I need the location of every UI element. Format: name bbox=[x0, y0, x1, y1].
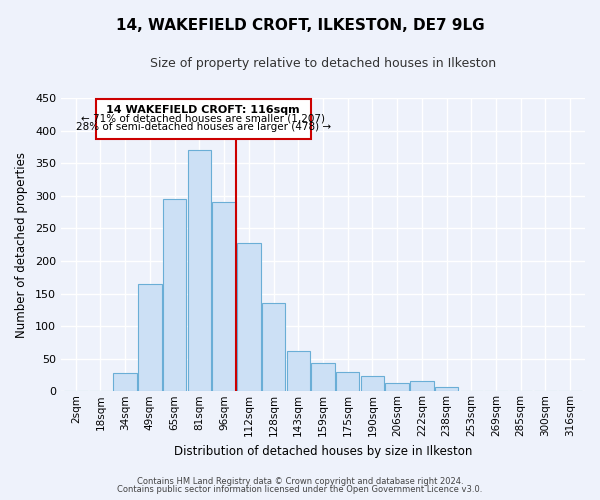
Text: Contains public sector information licensed under the Open Government Licence v3: Contains public sector information licen… bbox=[118, 484, 482, 494]
Bar bbox=[113, 373, 137, 392]
Bar bbox=[287, 351, 310, 392]
Bar bbox=[410, 382, 434, 392]
Bar bbox=[262, 304, 285, 392]
Bar bbox=[435, 386, 458, 392]
Bar bbox=[361, 376, 384, 392]
Text: ← 71% of detached houses are smaller (1,207): ← 71% of detached houses are smaller (1,… bbox=[81, 114, 325, 124]
X-axis label: Distribution of detached houses by size in Ilkeston: Distribution of detached houses by size … bbox=[174, 444, 472, 458]
Text: 14, WAKEFIELD CROFT, ILKESTON, DE7 9LG: 14, WAKEFIELD CROFT, ILKESTON, DE7 9LG bbox=[116, 18, 484, 32]
Y-axis label: Number of detached properties: Number of detached properties bbox=[15, 152, 28, 338]
Bar bbox=[311, 363, 335, 392]
Bar bbox=[188, 150, 211, 392]
Bar bbox=[163, 199, 187, 392]
Text: 14 WAKEFIELD CROFT: 116sqm: 14 WAKEFIELD CROFT: 116sqm bbox=[106, 104, 300, 115]
Bar bbox=[237, 242, 260, 392]
Text: Contains HM Land Registry data © Crown copyright and database right 2024.: Contains HM Land Registry data © Crown c… bbox=[137, 477, 463, 486]
Text: 28% of semi-detached houses are larger (478) →: 28% of semi-detached houses are larger (… bbox=[76, 122, 331, 132]
Bar bbox=[138, 284, 161, 392]
Bar bbox=[385, 383, 409, 392]
FancyBboxPatch shape bbox=[95, 100, 311, 139]
Title: Size of property relative to detached houses in Ilkeston: Size of property relative to detached ho… bbox=[150, 58, 496, 70]
Bar bbox=[336, 372, 359, 392]
Bar bbox=[212, 202, 236, 392]
